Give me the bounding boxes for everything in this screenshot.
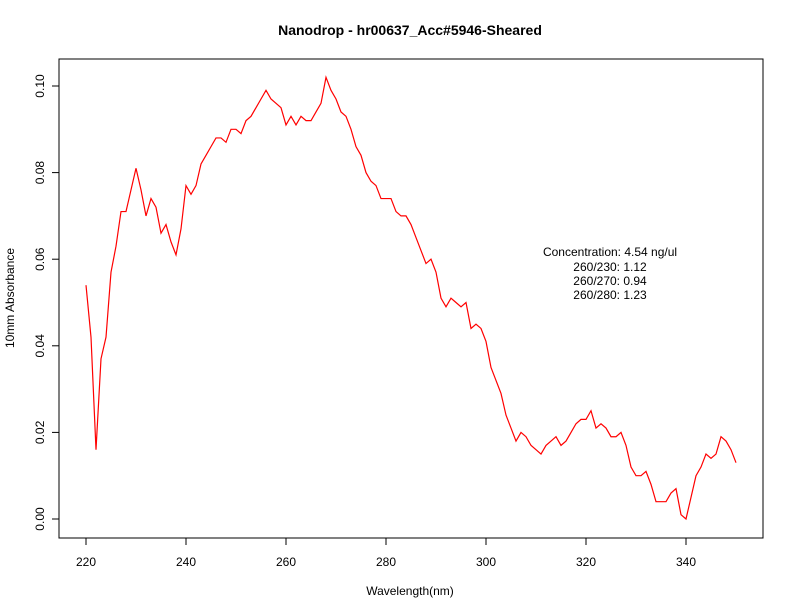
plot-frame: [58, 58, 764, 539]
ratio-annotation: Concentration: 4.54 ng/ul 260/230: 1.12 …: [543, 245, 677, 302]
x-tick-label: 340: [676, 555, 696, 569]
x-tick-label: 320: [576, 555, 596, 569]
y-tick-label: 0.08: [33, 161, 47, 185]
x-tick-label: 280: [376, 555, 396, 569]
x-tick-label: 220: [76, 555, 96, 569]
y-tick-label: 0.00: [33, 507, 47, 531]
absorbance-series-line: [85, 75, 737, 521]
chart-title: Nanodrop - hr00637_Acc#5946-Sheared: [278, 22, 542, 38]
annotation-concentration: Concentration: 4.54 ng/ul: [543, 245, 677, 259]
x-axis-label: Wavelength(nm): [366, 584, 454, 598]
x-tick-label: 240: [176, 555, 196, 569]
y-tick-label: 0.04: [33, 334, 47, 358]
x-axis: 220 240 260 280 300 320 340: [76, 538, 696, 569]
y-tick-label: 0.02: [33, 420, 47, 444]
x-tick-label: 300: [476, 555, 496, 569]
y-axis-label: 10mm Absorbance: [3, 248, 17, 348]
annotation-260-230: 260/230: 1.12: [573, 260, 647, 274]
x-tick-label: 260: [276, 555, 296, 569]
y-tick-label: 0.10: [33, 74, 47, 98]
annotation-260-270: 260/270: 0.94: [573, 274, 647, 288]
y-tick-label: 0.06: [33, 247, 47, 271]
annotation-260-280: 260/280: 1.23: [573, 288, 647, 302]
y-axis: 0.00 0.02 0.04 0.06 0.08 0.10: [33, 74, 59, 531]
